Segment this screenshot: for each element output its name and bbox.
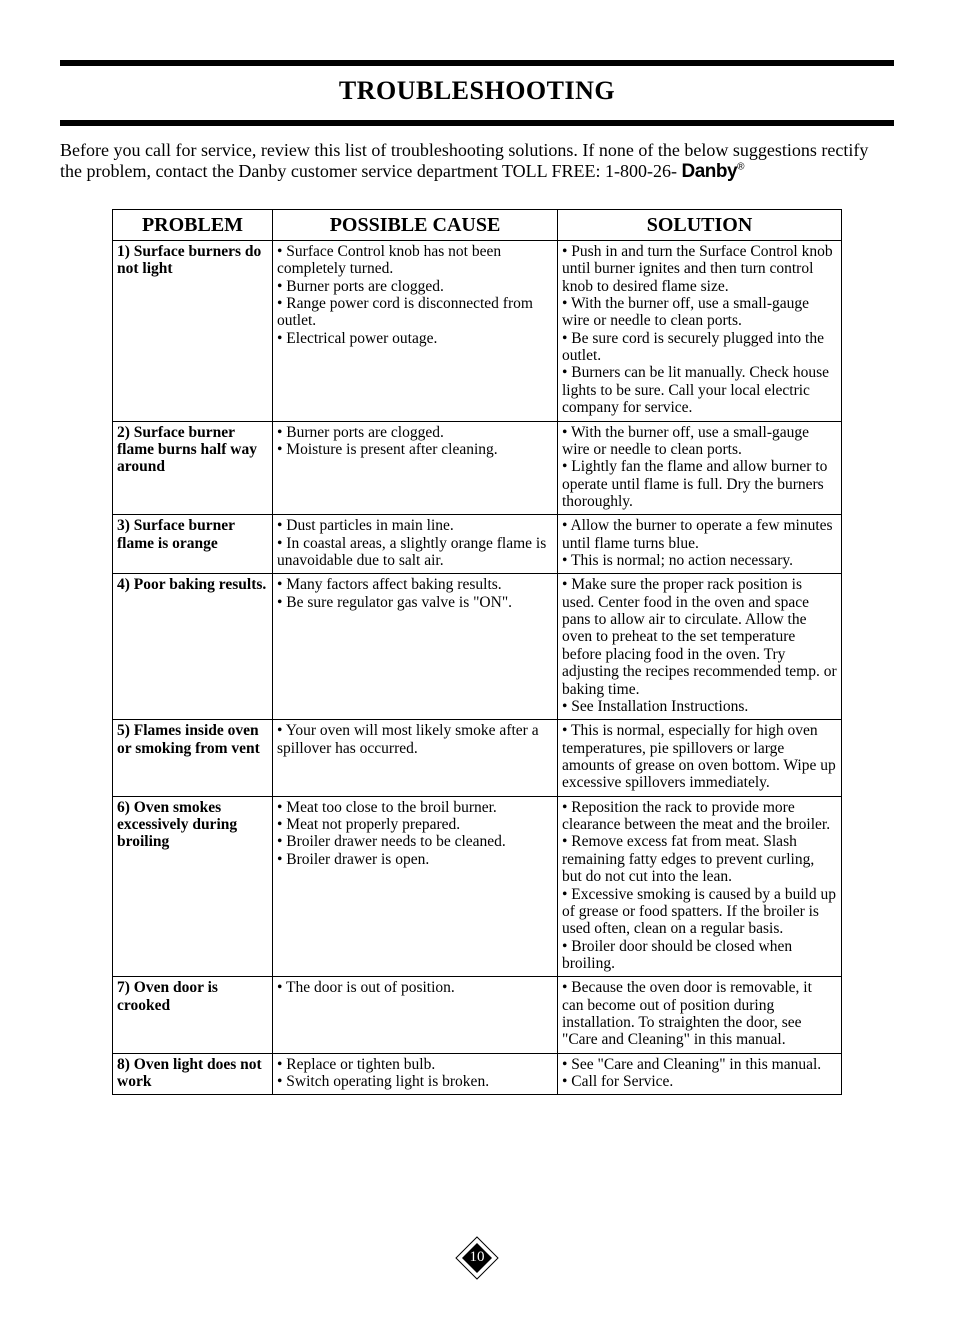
problem-cell: 1) Surface burners do not light	[113, 240, 273, 421]
cause-cell: • Surface Control knob has not been comp…	[273, 240, 558, 421]
brand-logo: Danby®	[682, 161, 744, 182]
problem-cell: 2) Surface burner flame burns half way a…	[113, 421, 273, 515]
problem-cell: 8) Oven light does not work	[113, 1053, 273, 1095]
table-row: 3) Surface burner flame is orange• Dust …	[113, 515, 842, 574]
table-row: 5) Flames inside oven or smoking from ve…	[113, 720, 842, 796]
solution-cell: • With the burner off, use a small-gauge…	[558, 421, 842, 515]
cause-cell: • Your oven will most likely smoke after…	[273, 720, 558, 796]
table-row: 7) Oven door is crooked• The door is out…	[113, 977, 842, 1053]
problem-cell: 5) Flames inside oven or smoking from ve…	[113, 720, 273, 796]
page-title: TROUBLESHOOTING	[60, 66, 894, 120]
table-body: 1) Surface burners do not light• Surface…	[113, 240, 842, 1095]
page-number-diamond-icon: 10	[454, 1235, 500, 1281]
solution-cell: • Reposition the rack to provide more cl…	[558, 796, 842, 977]
cause-cell: • The door is out of position.	[273, 977, 558, 1053]
solution-cell: • This is normal, especially for high ov…	[558, 720, 842, 796]
problem-cell: 3) Surface burner flame is orange	[113, 515, 273, 574]
solution-cell: • Make sure the proper rack position is …	[558, 574, 842, 720]
document-page: TROUBLESHOOTING Before you call for serv…	[0, 0, 954, 1326]
col-header-cause: POSSIBLE CAUSE	[273, 209, 558, 240]
brand-name: Danby	[682, 161, 738, 182]
table-row: 6) Oven smokes excessively during broili…	[113, 796, 842, 977]
title-bottom-rule	[60, 120, 894, 126]
table-header-row: PROBLEM POSSIBLE CAUSE SOLUTION	[113, 209, 842, 240]
intro-text: Before you call for service, review this…	[60, 140, 868, 181]
col-header-solution: SOLUTION	[558, 209, 842, 240]
cause-cell: • Dust particles in main line. • In coas…	[273, 515, 558, 574]
col-header-problem: PROBLEM	[113, 209, 273, 240]
solution-cell: • Allow the burner to operate a few minu…	[558, 515, 842, 574]
table-row: 4) Poor baking results.• Many factors af…	[113, 574, 842, 720]
page-number: 10	[470, 1250, 485, 1267]
brand-registered: ®	[737, 161, 744, 172]
problem-cell: 4) Poor baking results.	[113, 574, 273, 720]
intro-paragraph: Before you call for service, review this…	[60, 140, 894, 183]
solution-cell: • Because the oven door is removable, it…	[558, 977, 842, 1053]
table-row: 2) Surface burner flame burns half way a…	[113, 421, 842, 515]
table-row: 8) Oven light does not work• Replace or …	[113, 1053, 842, 1095]
page-number-wrap: 10	[60, 1235, 894, 1286]
solution-cell: • Push in and turn the Surface Control k…	[558, 240, 842, 421]
troubleshooting-table: PROBLEM POSSIBLE CAUSE SOLUTION 1) Surfa…	[112, 209, 842, 1096]
solution-cell: • See "Care and Cleaning" in this manual…	[558, 1053, 842, 1095]
cause-cell: • Burner ports are clogged. • Moisture i…	[273, 421, 558, 515]
problem-cell: 6) Oven smokes excessively during broili…	[113, 796, 273, 977]
cause-cell: • Meat too close to the broil burner. • …	[273, 796, 558, 977]
cause-cell: • Replace or tighten bulb. • Switch oper…	[273, 1053, 558, 1095]
problem-cell: 7) Oven door is crooked	[113, 977, 273, 1053]
table-row: 1) Surface burners do not light• Surface…	[113, 240, 842, 421]
cause-cell: • Many factors affect baking results. • …	[273, 574, 558, 720]
